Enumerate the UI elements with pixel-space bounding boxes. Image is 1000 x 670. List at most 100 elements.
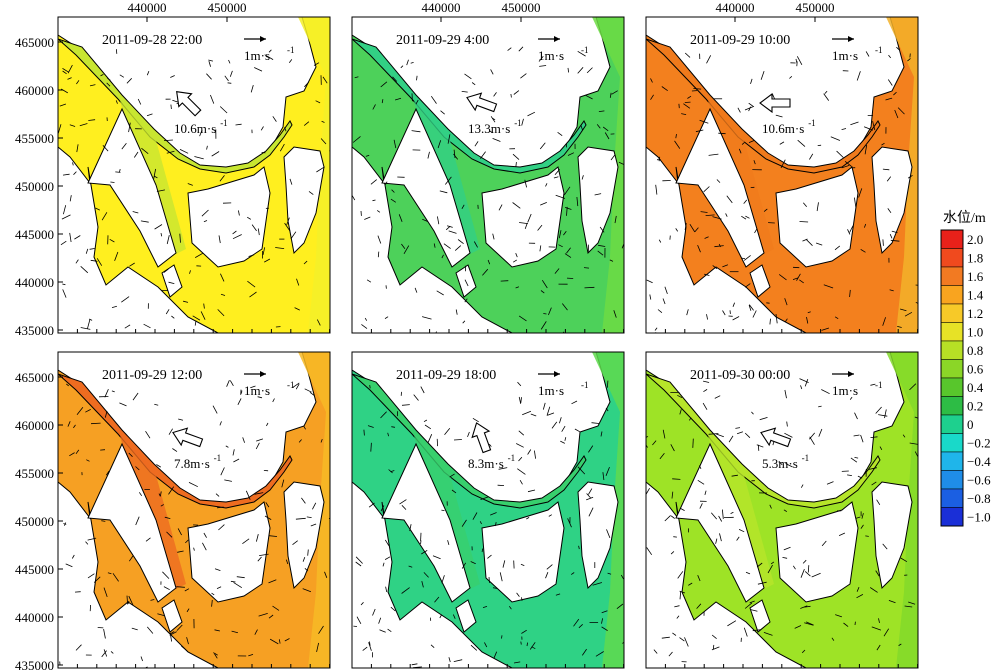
- velocity-arrow: [775, 313, 778, 324]
- velocity-arrow: [368, 502, 375, 508]
- velocity-arrow: [869, 587, 878, 593]
- velocity-arrow: [850, 457, 858, 463]
- velocity-arrow: [805, 621, 814, 626]
- velocity-arrow: [64, 522, 67, 526]
- velocity-arrow: [752, 629, 762, 632]
- velocity-arrow: [888, 54, 892, 59]
- velocity-arrow: [410, 62, 414, 64]
- velocity-arrow: [140, 220, 149, 223]
- velocity-arrow: [893, 91, 897, 96]
- velocity-arrow: [153, 168, 156, 179]
- velocity-arrow: [368, 642, 372, 651]
- velocity-arrow: [480, 496, 489, 500]
- scale-unit-superscript: -1: [581, 45, 589, 55]
- velocity-arrow: [76, 407, 84, 416]
- velocity-arrow: [492, 233, 495, 240]
- colorbar-swatch: [940, 303, 964, 323]
- velocity-arrow: [245, 490, 251, 500]
- velocity-arrow: [61, 214, 71, 220]
- colorbar-tick-label: −1.0: [967, 510, 991, 525]
- velocity-arrow: [607, 572, 612, 575]
- colorbar-tick-label: 0.6: [967, 362, 984, 377]
- velocity-arrow: [581, 175, 584, 180]
- velocity-arrow: [71, 554, 75, 559]
- velocity-arrow: [58, 124, 62, 134]
- water-gradient-east: [298, 352, 330, 668]
- velocity-arrow: [715, 538, 718, 544]
- velocity-arrow: [546, 564, 553, 570]
- velocity-arrow: [440, 110, 445, 115]
- velocity-arrow: [448, 657, 451, 663]
- velocity-arrow: [232, 230, 237, 235]
- velocity-arrow: [677, 571, 684, 579]
- velocity-arrow: [433, 243, 436, 248]
- velocity-arrow: [210, 94, 215, 104]
- velocity-arrow: [489, 130, 494, 134]
- velocity-arrow: [220, 273, 225, 282]
- colorbar-tick-label: 1.6: [967, 269, 984, 284]
- velocity-arrow: [518, 456, 523, 462]
- velocity-arrow: [355, 561, 362, 567]
- velocity-arrow: [860, 249, 866, 253]
- velocity-arrow: [320, 138, 327, 145]
- velocity-arrow: [597, 250, 604, 256]
- colorbar-swatch: [940, 359, 964, 379]
- velocity-arrow: [168, 281, 175, 284]
- velocity-arrow: [164, 516, 171, 519]
- velocity-arrow: [806, 316, 809, 324]
- velocity-arrow: [854, 197, 857, 208]
- velocity-arrow: [563, 231, 567, 236]
- velocity-arrow: [512, 202, 521, 209]
- velocity-arrow: [849, 289, 851, 298]
- velocity-arrow: [896, 46, 900, 51]
- velocity-arrow: [424, 424, 432, 430]
- velocity-arrow: [524, 222, 528, 230]
- velocity-arrow: [203, 303, 205, 309]
- velocity-arrow: [268, 614, 274, 619]
- velocity-arrow: [69, 452, 75, 457]
- velocity-arrow: [296, 278, 300, 286]
- velocity-arrow: [860, 434, 864, 443]
- colorbar-tick-label: −0.2: [967, 436, 991, 451]
- scale-arrow-head: [260, 371, 266, 377]
- velocity-arrow: [838, 532, 846, 536]
- velocity-arrow: [169, 632, 172, 642]
- velocity-arrow: [490, 69, 494, 75]
- velocity-arrow: [356, 616, 362, 624]
- velocity-arrow: [441, 254, 444, 259]
- velocity-arrow: [654, 327, 658, 331]
- velocity-arrow: [236, 576, 245, 579]
- velocity-arrow: [62, 173, 70, 176]
- scale-arrow-head: [554, 371, 560, 377]
- velocity-arrow: [304, 81, 310, 88]
- velocity-arrow: [515, 286, 520, 289]
- velocity-arrow: [101, 212, 108, 221]
- velocity-arrow: [661, 86, 668, 92]
- velocity-arrow: [295, 383, 300, 390]
- velocity-arrow: [684, 223, 687, 231]
- velocity-arrow: [278, 639, 281, 644]
- velocity-arrow: [671, 491, 674, 499]
- velocity-arrow: [227, 82, 232, 84]
- velocity-arrow: [655, 184, 658, 195]
- velocity-arrow: [242, 538, 250, 545]
- velocity-arrow: [807, 565, 810, 573]
- velocity-arrow: [62, 68, 69, 73]
- velocity-arrow: [246, 216, 252, 220]
- water-gradient-east: [886, 17, 918, 333]
- velocity-arrow: [461, 519, 467, 527]
- velocity-arrow: [364, 216, 371, 220]
- velocity-arrow: [169, 631, 177, 636]
- velocity-arrow: [107, 77, 111, 81]
- velocity-arrow: [256, 438, 264, 442]
- velocity-arrow: [821, 389, 830, 395]
- velocity-arrow: [288, 59, 293, 63]
- velocity-arrow: [567, 67, 569, 73]
- velocity-arrow: [741, 257, 746, 259]
- scale-unit-superscript: -1: [875, 380, 883, 390]
- velocity-arrow: [679, 591, 682, 600]
- y-tick-label: 450000: [15, 179, 54, 194]
- velocity-arrow: [324, 571, 328, 578]
- colorbar-tick-label: −0.4: [967, 454, 991, 469]
- velocity-arrow: [411, 130, 421, 133]
